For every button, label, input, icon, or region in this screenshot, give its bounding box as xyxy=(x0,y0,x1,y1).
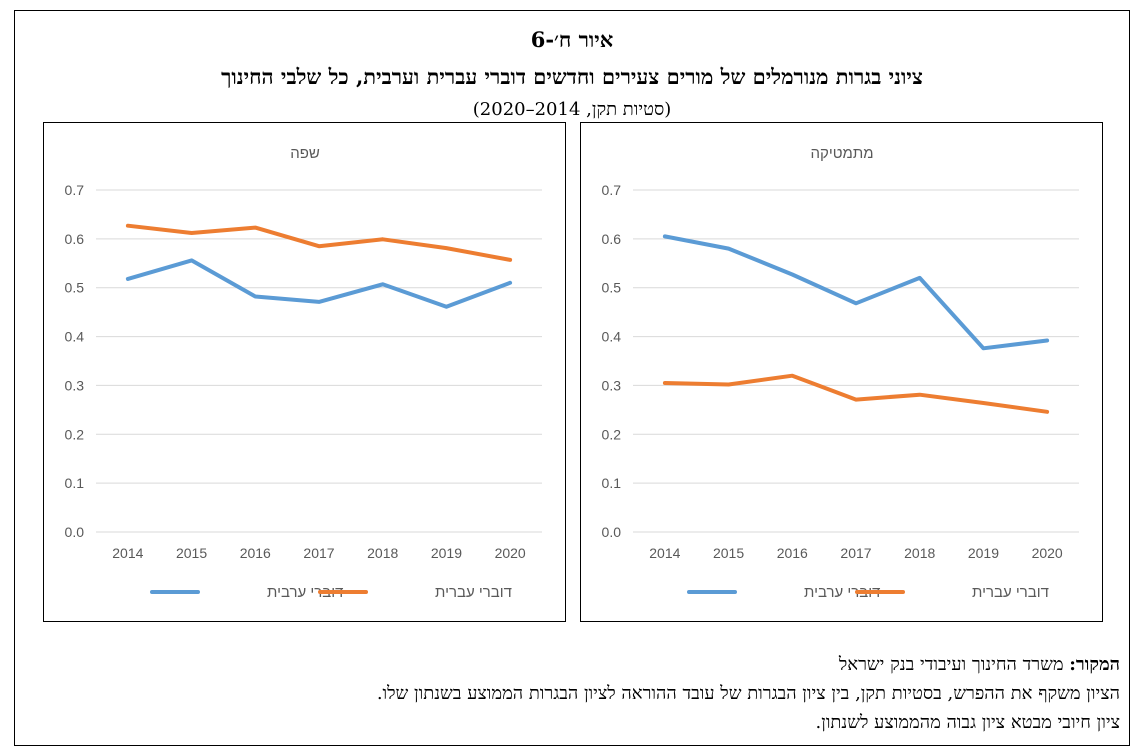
language-y-tick-label: 0.1 xyxy=(65,475,85,491)
math-y-tick-label: 0.3 xyxy=(602,377,622,393)
figure-footer: המקור: משרד החינוך ועיבודי בנק ישראל הצי… xyxy=(20,650,1120,737)
language-x-tick-label: 2015 xyxy=(176,545,207,561)
language-y-tick-label: 0.5 xyxy=(65,280,85,296)
language-y-tick-label: 0.7 xyxy=(65,182,85,198)
math-y-tick-label: 0.0 xyxy=(602,524,622,540)
language-chart-title: שפה xyxy=(290,145,320,162)
math-y-tick-label: 0.6 xyxy=(602,231,622,247)
chart-panel-language: שפה 0.0 0.1 0.2 0.3 0.4 0.5 0.6 0.7 2014 2015 2016 2… xyxy=(43,122,566,622)
math-y-tick-label: 0.2 xyxy=(602,426,622,442)
language-y-tick-label: 0.0 xyxy=(65,524,85,540)
language-chart-svg: שפה 0.0 0.1 0.2 0.3 0.4 0.5 0.6 0.7 2014 2015 2016 2… xyxy=(65,145,542,601)
language-x-tick-label: 2019 xyxy=(431,545,462,561)
language-series-line-arabic xyxy=(125,258,513,309)
source-label: המקור: xyxy=(1069,654,1120,675)
language-legend-label-hebrew: דוברי עברית xyxy=(435,584,512,601)
figure-number: איור ח׳-6 xyxy=(530,27,614,52)
figure-frame: איור ח׳-6 ציוני בגרות מנורמלים של מורים … xyxy=(14,10,1130,746)
math-y-tick-label: 0.7 xyxy=(602,182,622,198)
language-x-tick-label: 2018 xyxy=(367,545,398,561)
language-x-tick-label: 2016 xyxy=(240,545,271,561)
language-y-tick-label: 0.6 xyxy=(65,231,85,247)
math-x-tick-label: 2014 xyxy=(649,545,680,561)
math-x-tick-label: 2019 xyxy=(968,545,999,561)
math-x-tick-label: 2018 xyxy=(904,545,935,561)
note-line-1: הציון משקף את ההפרש, בסטיות תקן, בין ציו… xyxy=(376,683,1120,704)
note-line-2: ציון חיובי מבטא ציון גבוה מהממוצע לשנתון… xyxy=(815,712,1120,733)
figure-title: ציוני בגרות מנורמלים של מורים צעירים וחד… xyxy=(221,64,923,89)
math-legend-label-hebrew: דוברי עברית xyxy=(972,584,1049,601)
language-x-tick-label: 2017 xyxy=(303,545,334,561)
math-chart-title: מתמטיקה xyxy=(810,145,873,162)
language-y-tick-label: 0.2 xyxy=(65,426,85,442)
language-y-tick-label: 0.3 xyxy=(65,377,85,393)
source-text: משרד החינוך ועיבודי בנק ישראל xyxy=(838,654,1070,675)
math-x-tick-label: 2020 xyxy=(1032,545,1063,561)
chart-panel-math: מתמטיקה 0.0 0.1 0.2 0.3 0.4 0.5 0.6 0.7 2014 2015 2… xyxy=(580,122,1103,622)
math-x-tick-label: 2016 xyxy=(777,545,808,561)
source-line: המקור: משרד החינוך ועיבודי בנק ישראל xyxy=(20,650,1120,679)
language-x-tick-label: 2020 xyxy=(495,545,526,561)
language-legend-label-arabic: דוברי ערבית xyxy=(267,584,344,601)
math-y-tick-label: 0.4 xyxy=(602,329,622,345)
math-x-tick-label: 2017 xyxy=(840,545,871,561)
math-legend-label-arabic: דוברי ערבית xyxy=(804,584,881,601)
math-chart-svg: מתמטיקה 0.0 0.1 0.2 0.3 0.4 0.5 0.6 0.7 2014 2015 2… xyxy=(602,145,1079,601)
math-y-tick-label: 0.5 xyxy=(602,280,622,296)
math-y-tick-label: 0.1 xyxy=(602,475,622,491)
math-series-line-hebrew xyxy=(662,373,1050,414)
figure-subtitle: (סטיות תקן, 2014–2020) xyxy=(472,99,672,120)
language-x-tick-label: 2014 xyxy=(112,545,143,561)
math-x-tick-label: 2015 xyxy=(713,545,744,561)
language-series-line-hebrew xyxy=(125,223,513,262)
math-series-line-arabic xyxy=(662,234,1050,351)
language-y-tick-label: 0.4 xyxy=(65,329,85,345)
